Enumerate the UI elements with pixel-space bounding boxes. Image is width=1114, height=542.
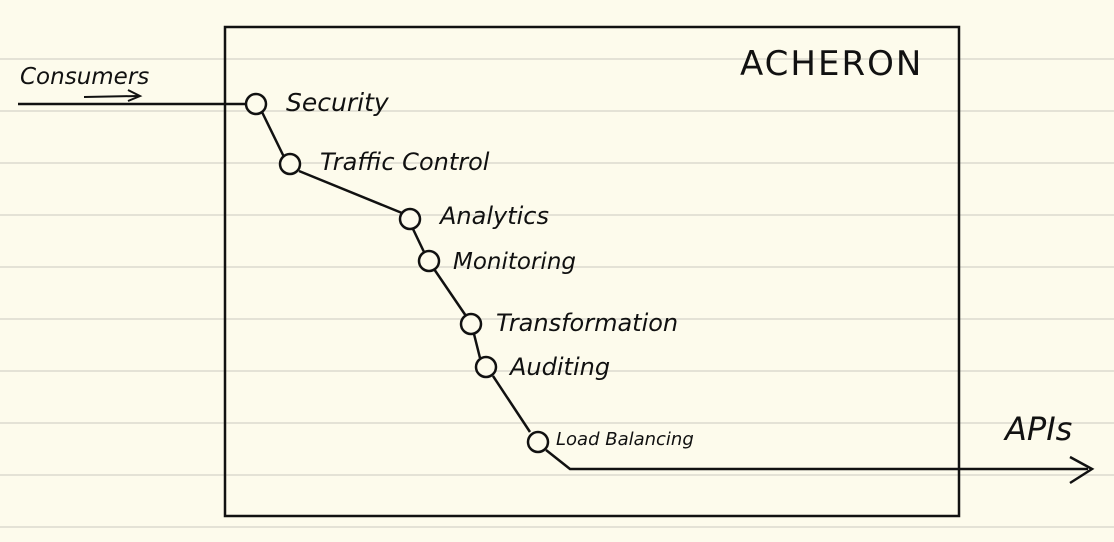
apis-label: APIs <box>1003 410 1072 448</box>
stage-auditing: Auditing <box>474 353 610 381</box>
stage-transformation: Transformation <box>459 309 678 337</box>
consumers-label: Consumers <box>20 64 149 90</box>
stage-label: Security <box>286 88 390 117</box>
stage-label: Monitoring <box>453 249 576 275</box>
stage-security: Security <box>244 88 390 117</box>
stage-load-balancing: Load Balancing <box>526 429 694 454</box>
stage-node-icon <box>526 430 550 454</box>
stage-node-icon <box>398 207 422 231</box>
pipeline-path <box>260 111 1088 471</box>
stage-label: Load Balancing <box>556 429 694 450</box>
acheron-boundary-box <box>223 25 961 518</box>
stage-label: Auditing <box>508 353 610 381</box>
stage-node-icon <box>244 92 268 116</box>
stage-label: Analytics <box>438 202 549 230</box>
stage-node-icon <box>417 249 441 273</box>
stage-analytics: Analytics <box>398 202 549 231</box>
stage-monitoring: Monitoring <box>417 249 576 275</box>
stage-label: Transformation <box>496 309 678 337</box>
stage-node-icon <box>474 355 498 379</box>
stage-node-icon <box>459 312 483 336</box>
stage-label: Traffic Control <box>320 148 490 176</box>
stage-node-icon <box>278 152 302 176</box>
apis-arrowhead-icon <box>1069 455 1095 485</box>
consumers-direction-arrow-icon <box>83 89 143 102</box>
system-title: ACHERON <box>740 44 923 84</box>
stage-traffic-control: Traffic Control <box>278 148 490 176</box>
